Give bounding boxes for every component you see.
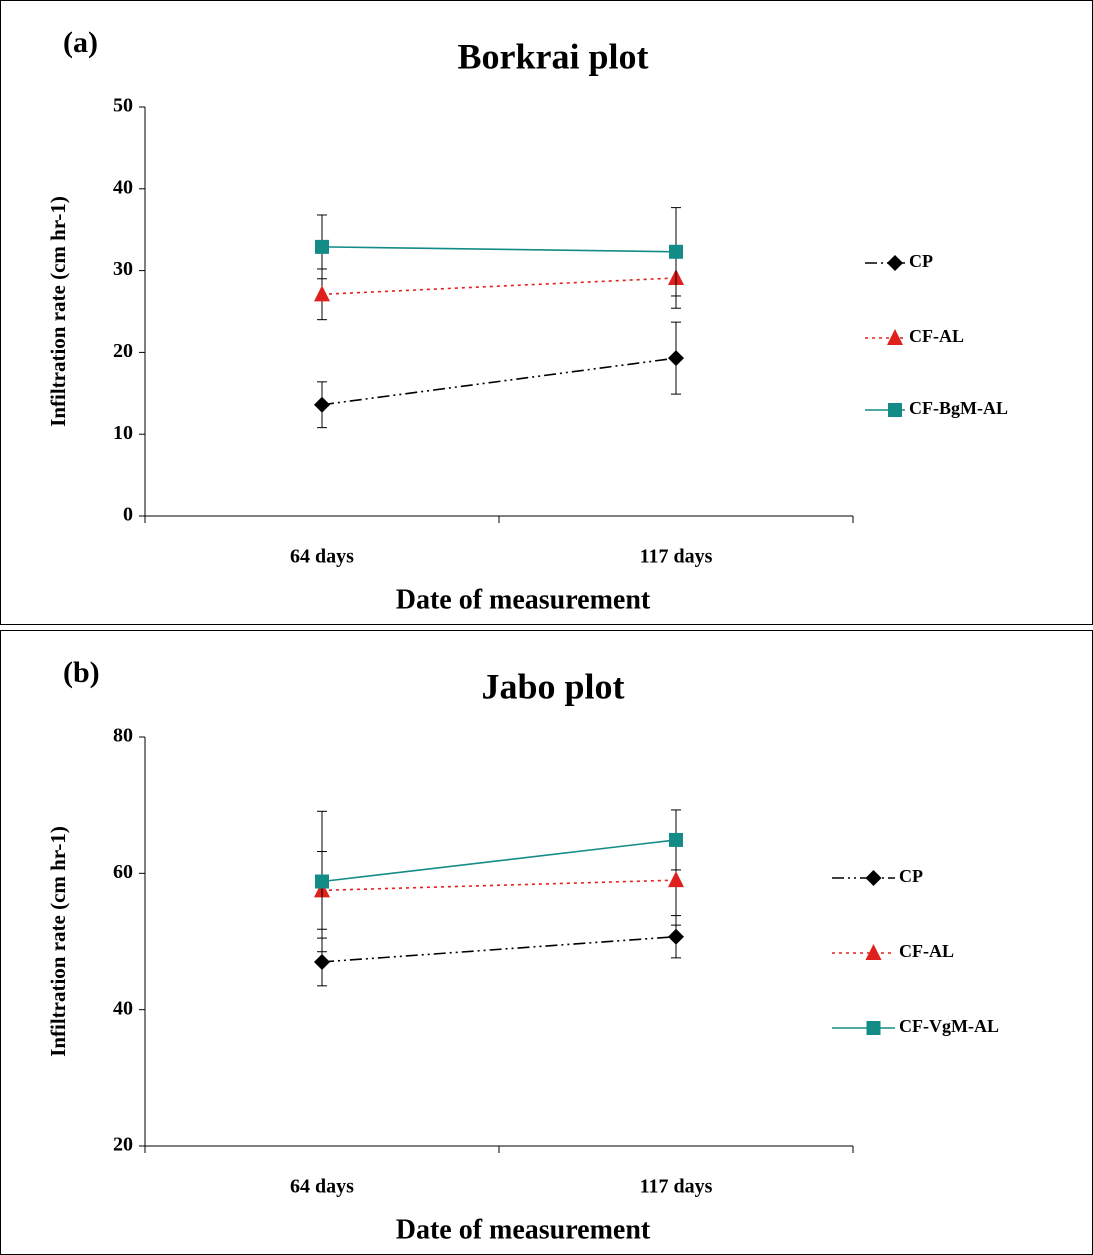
y-tick-label: 20	[113, 340, 133, 362]
chart-title: Jabo plot	[481, 666, 624, 706]
y-tick-label: 60	[113, 861, 133, 883]
panel-label: (a)	[63, 26, 98, 59]
marker	[866, 870, 882, 886]
legend-label: CF-BgM-AL	[909, 398, 1008, 418]
marker	[866, 944, 882, 960]
x-tick-label: 64 days	[290, 1176, 354, 1198]
y-axis-label: Infiltration rate (cm hr-1)	[46, 196, 70, 427]
y-tick-label: 40	[113, 997, 133, 1019]
y-tick-label: 30	[113, 258, 133, 280]
legend-label: CP	[909, 251, 933, 271]
legend-label: CF-VgM-AL	[899, 1016, 999, 1036]
marker	[668, 350, 684, 366]
series-line	[322, 278, 676, 294]
marker	[867, 1021, 881, 1035]
y-tick-label: 50	[113, 95, 133, 117]
y-tick-label: 10	[113, 422, 133, 444]
y-tick-label: 0	[123, 504, 133, 526]
marker	[888, 403, 902, 417]
x-axis-label: Date of measurement	[396, 584, 651, 615]
legend-label: CF-AL	[899, 941, 954, 961]
legend-label: CP	[899, 866, 923, 886]
x-axis-label: Date of measurement	[396, 1214, 651, 1245]
marker	[314, 954, 330, 970]
marker	[669, 833, 683, 847]
series-line	[322, 358, 676, 405]
marker	[887, 329, 903, 345]
marker	[314, 397, 330, 413]
x-tick-label: 117 days	[640, 1176, 713, 1198]
marker	[669, 245, 683, 259]
panel-border	[1, 1, 1093, 625]
chart-title: Borkrai plot	[457, 36, 648, 76]
marker	[668, 929, 684, 945]
y-axis-label: Infiltration rate (cm hr-1)	[46, 826, 70, 1057]
series-line	[322, 937, 676, 962]
marker	[668, 871, 684, 887]
y-tick-label: 40	[113, 176, 133, 198]
y-tick-label: 80	[113, 725, 133, 747]
panel-label: (b)	[63, 656, 100, 689]
figure: (a) Borkrai plot Date of measurement Infilt…	[0, 0, 1093, 1255]
legend-label: CF-AL	[909, 326, 964, 346]
x-tick-label: 64 days	[290, 546, 354, 568]
marker	[315, 240, 329, 254]
x-tick-label: 117 days	[640, 546, 713, 568]
marker	[314, 285, 330, 301]
series-line	[322, 880, 676, 890]
series-line	[322, 247, 676, 252]
y-tick-label: 20	[113, 1134, 133, 1156]
series-line	[322, 840, 676, 882]
marker	[315, 875, 329, 889]
marker	[887, 255, 903, 271]
